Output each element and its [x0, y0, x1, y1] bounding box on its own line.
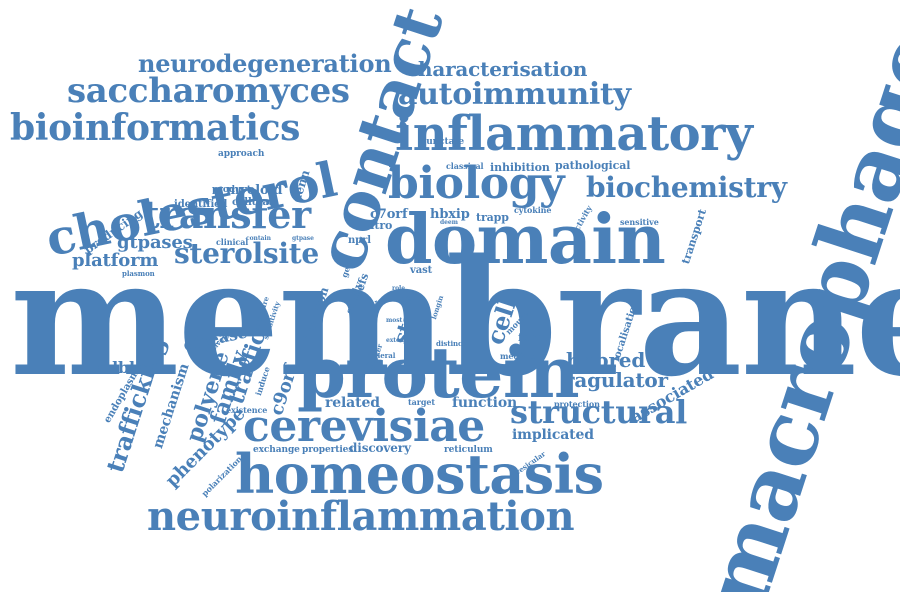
word-classical: classical: [446, 162, 484, 170]
word-function: function: [452, 396, 517, 410]
word-platform: platform: [72, 252, 158, 270]
word-implicated: implicated: [512, 428, 594, 442]
word-nprl: nprl: [348, 236, 371, 246]
word-exchange: exchange: [253, 446, 300, 455]
word-form: form: [518, 332, 547, 343]
word-clinical: clinical: [216, 238, 248, 246]
word-gtpase: gtpase: [292, 236, 314, 242]
word-identified: identified: [174, 200, 227, 210]
word-need: need: [400, 296, 416, 302]
word-mediate: mediate: [500, 352, 536, 360]
word-product: product: [212, 186, 251, 195]
word-properties: properties: [302, 446, 353, 455]
word-related: related: [325, 396, 380, 410]
word-protection: protection: [554, 400, 600, 408]
word-neuroinflammation: neuroinflammation: [147, 497, 574, 537]
word-characterisation: characterisation: [406, 59, 587, 79]
word-discovery: discovery: [349, 442, 411, 454]
word-plasmon: plasmon: [122, 270, 155, 277]
word-extent: extent: [386, 338, 407, 344]
word-ragulator: ragulator: [564, 370, 668, 390]
word-reticulum: reticulum: [444, 446, 493, 455]
word-distinct: distinct: [436, 340, 465, 347]
word-biochemistry: biochemistry: [586, 174, 787, 202]
word-sensitive: sensitive: [620, 218, 659, 226]
word-vast: vast: [410, 266, 432, 276]
word-approach: approach: [218, 150, 264, 159]
word-contain: contain: [246, 236, 271, 242]
word-inflammatory: inflammatory: [395, 110, 752, 158]
word-vitro: vitro: [364, 220, 392, 231]
word-cellular: cellular: [232, 198, 274, 208]
word-target: target: [408, 398, 435, 406]
word-pathological: pathological: [555, 160, 630, 171]
word-cytokine: cytokine: [514, 206, 551, 214]
word-role: role: [392, 286, 405, 292]
word-most: most: [386, 318, 402, 324]
word-neurodegeneration: neurodegeneration: [138, 52, 391, 76]
word-inhibition: inhibition: [490, 162, 550, 173]
word-bioinformatics: bioinformatics: [10, 110, 300, 146]
word-autoimmunity: autoimmunity: [398, 80, 631, 110]
word-punctate: punctate: [420, 138, 464, 147]
word-trapp: trapp: [476, 212, 509, 223]
word-roadblock: roadblock: [78, 360, 166, 376]
word-deem: deem: [440, 220, 458, 226]
word-hhpred: hhpred: [566, 350, 645, 370]
word-saccharomyces: saccharomyces: [67, 74, 350, 108]
word-existence: existence: [226, 406, 267, 414]
